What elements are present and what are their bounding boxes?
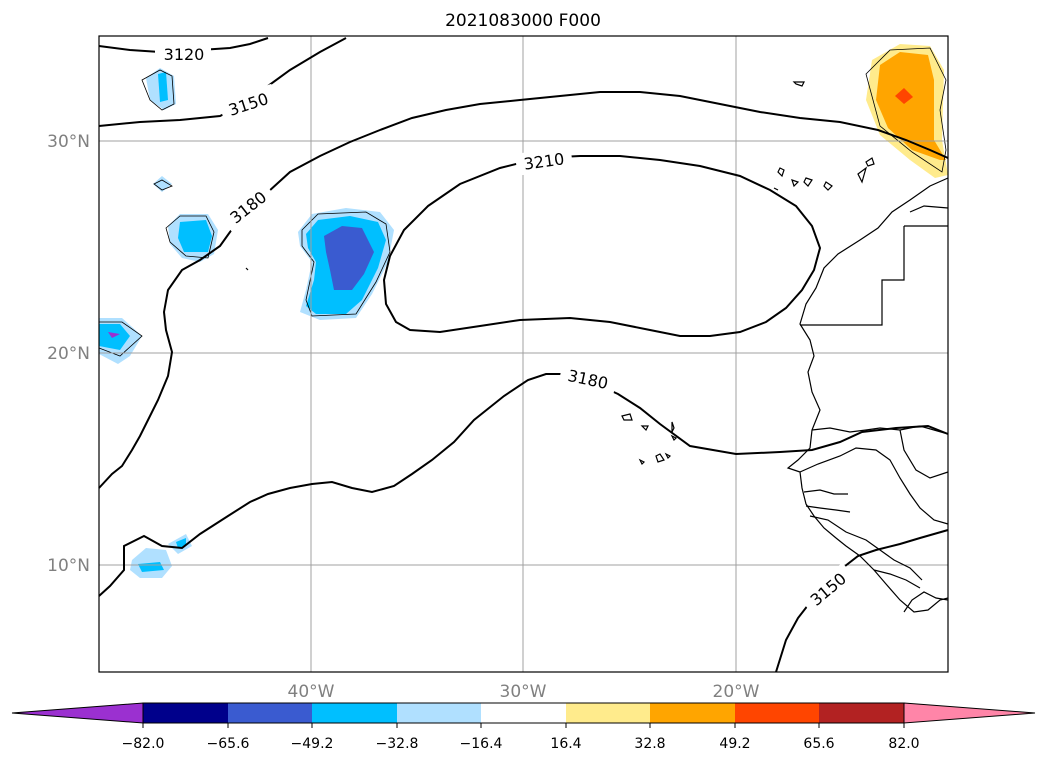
lon-label-20w: 20°W: [713, 682, 760, 702]
border-sierra-leone: [873, 569, 921, 589]
negative-anomaly-violet-5: [108, 332, 120, 338]
colorbar-tick-label-2: −65.6: [207, 736, 250, 752]
positive-anomaly-red: [895, 88, 913, 104]
colorbar: −82.0 −65.6 −49.2 −32.8 −16.4 16.4 32.8 …: [11, 702, 1036, 752]
colorbar-segment-5: [481, 703, 566, 723]
negative-anomaly-blue-3: [178, 220, 212, 252]
gridlines: [99, 36, 948, 672]
colorbar-tick-label-8: 49.2: [719, 736, 750, 752]
negative-anomaly-royal-4: [324, 226, 374, 290]
colorbar-segment-2: [228, 703, 312, 723]
latitude-labels: 30°N 20°N 10°N: [47, 132, 90, 576]
colorbar-segment-9: [819, 703, 904, 723]
canary-island-2: [865, 157, 875, 167]
colorbar-segment-8: [735, 703, 819, 723]
colorbar-tick-label-5: −16.4: [460, 736, 503, 752]
canary-island-3: [823, 181, 833, 191]
colorbar-segment-1: [143, 703, 228, 723]
colorbar-tick-label-10: 82.0: [888, 736, 919, 752]
positive-anomaly-orange: [876, 52, 946, 160]
colorbar-segment-7: [650, 703, 735, 723]
colorbar-extend-high: [903, 702, 1036, 724]
colorbar-tick-label-4: −32.8: [376, 736, 419, 752]
canary-island-4: [803, 177, 813, 187]
border-guinea-bissau: [805, 505, 851, 513]
contour-label-3120: 3120: [164, 45, 205, 64]
lon-label-40w: 40°W: [288, 682, 335, 702]
border-guinea: [809, 515, 923, 581]
colorbar-segment-6: [566, 703, 650, 723]
map-frame: [98, 35, 949, 673]
colorbar-extend-low: [11, 702, 144, 724]
lat-label-10n: 10°N: [47, 556, 90, 576]
cape-verde-6: [655, 453, 665, 463]
colorbar-tick-label-6: 16.4: [550, 736, 581, 752]
colorbar-tick-label-7: 32.8: [634, 736, 665, 752]
africa-coastline: [786, 177, 949, 613]
canary-island-5: [791, 179, 800, 188]
canary-island-1: [857, 166, 868, 184]
anomaly-outlines: [98, 47, 947, 357]
border-sahara-mauritania: [800, 226, 905, 326]
negative-anomaly-blue-5: [99, 324, 130, 350]
negative-anomaly-blue-7: [176, 538, 186, 548]
map-title: 2021083000 F000: [445, 11, 601, 31]
cape-verde-7: [664, 452, 672, 460]
contour-3180-south: [98, 373, 949, 597]
border-liberia: [903, 591, 949, 613]
colorbar-tick-label-9: 65.6: [803, 736, 834, 752]
cape-verde-3: [671, 421, 675, 433]
lat-label-20n: 20°N: [47, 344, 90, 364]
border-senegal: [799, 447, 949, 525]
lon-label-30w: 30°W: [500, 682, 547, 702]
border-mali-inner: [899, 429, 949, 479]
cape-verde-4: [670, 434, 678, 442]
cape-verde-1: [621, 413, 633, 421]
longitude-labels: 40°W 30°W 20°W: [288, 682, 760, 702]
colorbar-segment-3: [312, 703, 397, 723]
colorbar-outline: [142, 702, 905, 724]
colorbar-ticks: [142, 723, 905, 728]
canary-island-7: [773, 187, 779, 191]
cape-verde-5: [638, 458, 646, 466]
colorbar-segment-4: [397, 703, 481, 723]
border-gambia: [803, 489, 848, 495]
island-dot: [245, 267, 249, 271]
madeira-island: [792, 81, 805, 87]
contour-3180-main: [98, 91, 949, 489]
border-morocco-east: [909, 205, 949, 213]
canary-island-6: [777, 167, 785, 178]
negative-anomaly-pale-2: [153, 176, 172, 192]
negative-anomaly-blue-1: [158, 72, 168, 102]
cape-verde-2: [640, 425, 649, 432]
colorbar-tick-label-3: −49.2: [291, 736, 334, 752]
lat-label-30n: 30°N: [47, 132, 90, 152]
colorbar-tick-label-1: −82.0: [122, 736, 165, 752]
contour-3210: [382, 155, 822, 337]
